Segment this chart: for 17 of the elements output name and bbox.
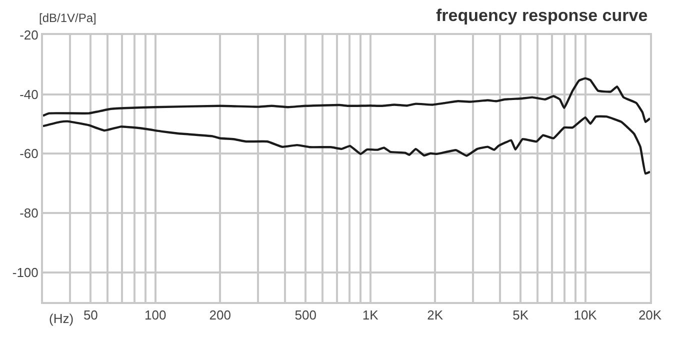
x-tick-label: 5K bbox=[512, 308, 529, 323]
y-tick-label: -20 bbox=[20, 28, 38, 43]
x-tick-label: 50 bbox=[83, 308, 98, 323]
x-tick-label: 10K bbox=[574, 308, 598, 323]
x-tick-label: 2K bbox=[427, 308, 444, 323]
y-tick-label: -60 bbox=[20, 146, 38, 162]
x-tick-label: 100 bbox=[144, 308, 166, 323]
x-tick-label: 500 bbox=[294, 308, 316, 323]
chart-title: frequency response curve bbox=[436, 6, 648, 25]
x-tick-label: 1K bbox=[362, 308, 379, 323]
y-axis-title: [dB/1V/Pa] bbox=[39, 11, 96, 25]
x-tick-label: 200 bbox=[209, 308, 231, 323]
y-tick-label: -80 bbox=[20, 206, 38, 221]
x-tick-label: 20K bbox=[638, 308, 662, 323]
y-tick-label: -40 bbox=[20, 86, 38, 102]
x-axis-title: (Hz) bbox=[49, 311, 74, 326]
y-tick-label: -100 bbox=[12, 264, 38, 280]
